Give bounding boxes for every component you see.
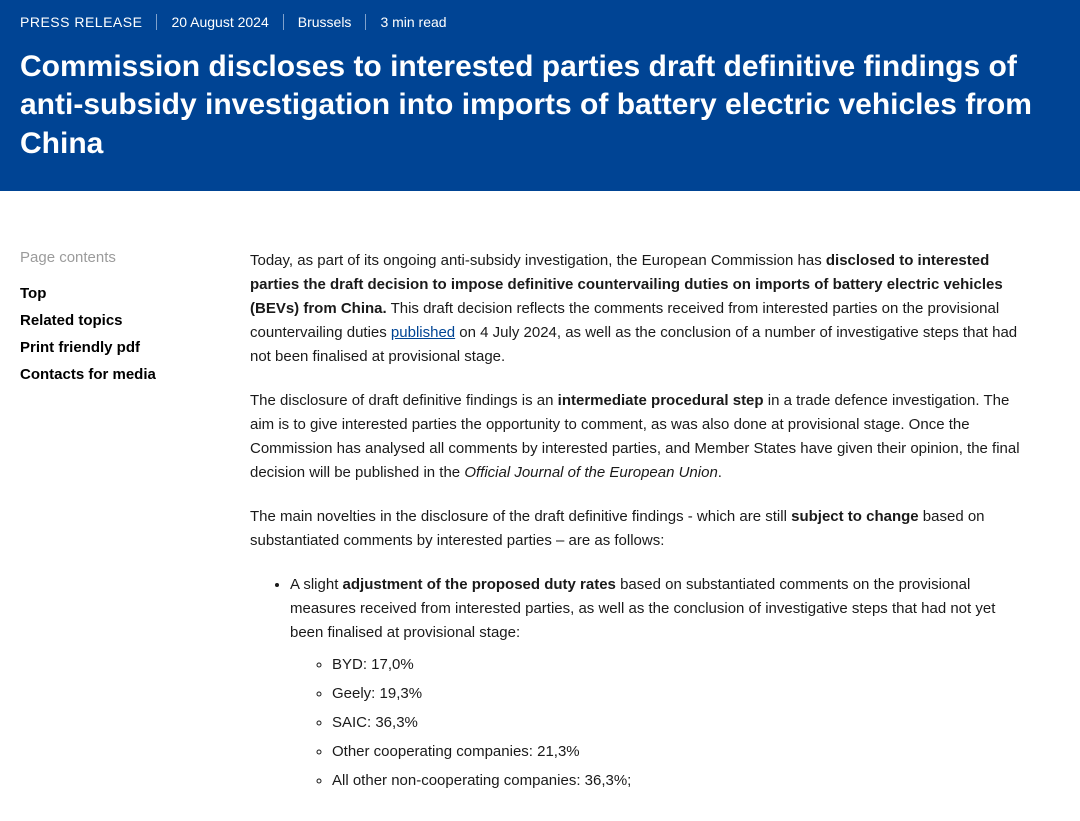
paragraph-1: Today, as part of its ongoing anti-subsi…	[250, 249, 1030, 369]
text: A slight	[290, 576, 343, 593]
text: .	[718, 464, 722, 481]
bold-text: intermediate procedural step	[558, 392, 764, 409]
list-item: Other cooperating companies: 21,3%	[332, 740, 1030, 764]
meta-row: PRESS RELEASE 20 August 2024 Brussels 3 …	[20, 14, 1060, 30]
separator-icon	[156, 14, 157, 30]
bold-text: adjustment of the proposed duty rates	[343, 576, 616, 593]
list-item: A slight adjustment of the proposed duty…	[290, 573, 1030, 793]
paragraph-3: The main novelties in the disclosure of …	[250, 505, 1030, 553]
paragraph-2: The disclosure of draft definitive findi…	[250, 389, 1030, 485]
text: The disclosure of draft definitive findi…	[250, 392, 558, 409]
sidebar-item-print-pdf[interactable]: Print friendly pdf	[20, 334, 230, 361]
read-time: 3 min read	[380, 14, 446, 30]
sidebar-item-contacts[interactable]: Contacts for media	[20, 361, 230, 388]
list-item: SAIC: 36,3%	[332, 711, 1030, 735]
list-item: BYD: 17,0%	[332, 653, 1030, 677]
separator-icon	[365, 14, 366, 30]
location: Brussels	[298, 14, 352, 30]
sidebar-item-related-topics[interactable]: Related topics	[20, 307, 230, 334]
page-header: PRESS RELEASE 20 August 2024 Brussels 3 …	[0, 0, 1080, 191]
page-title: Commission discloses to interested parti…	[20, 48, 1060, 163]
published-link[interactable]: published	[391, 324, 455, 341]
article-body: Today, as part of its ongoing anti-subsi…	[250, 249, 1060, 801]
novelties-list: A slight adjustment of the proposed duty…	[290, 573, 1030, 793]
bold-text: subject to change	[791, 508, 919, 525]
text: Today, as part of its ongoing anti-subsi…	[250, 252, 826, 269]
sidebar-item-top[interactable]: Top	[20, 280, 230, 307]
sidebar-heading: Page contents	[20, 249, 230, 266]
list-item: Geely: 19,3%	[332, 682, 1030, 706]
separator-icon	[283, 14, 284, 30]
content-wrap: Page contents Top Related topics Print f…	[0, 191, 1080, 821]
text: The main novelties in the disclosure of …	[250, 508, 791, 525]
duty-rates-list: BYD: 17,0% Geely: 19,3% SAIC: 36,3% Othe…	[332, 653, 1030, 793]
list-item: All other non-cooperating companies: 36,…	[332, 769, 1030, 793]
page-contents-nav: Page contents Top Related topics Print f…	[20, 249, 250, 801]
doc-type: PRESS RELEASE	[20, 14, 142, 30]
italic-text: Official Journal of the European Union	[464, 464, 717, 481]
publish-date: 20 August 2024	[171, 14, 268, 30]
